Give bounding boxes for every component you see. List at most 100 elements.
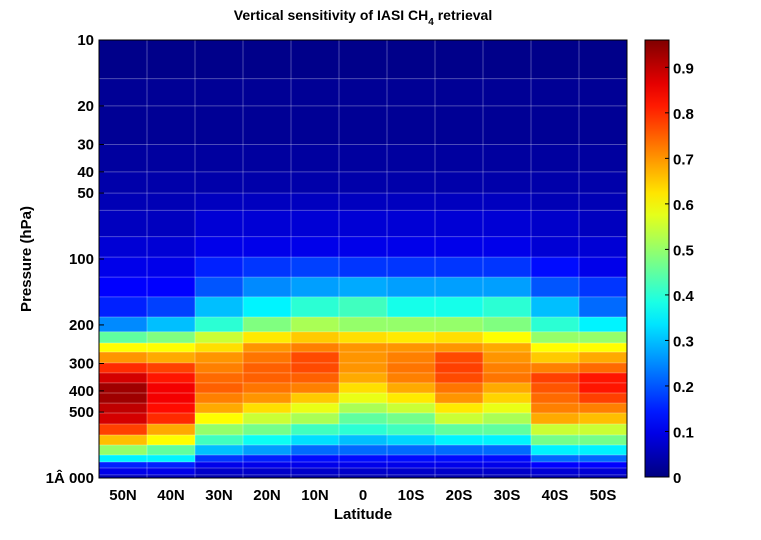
heatmap-cell xyxy=(435,352,484,364)
heatmap-cell xyxy=(531,343,580,353)
heatmap-cell xyxy=(147,236,196,258)
heatmap-cell xyxy=(579,316,628,333)
heatmap-cell xyxy=(243,474,292,479)
heatmap-cell xyxy=(195,193,244,211)
heatmap-cell xyxy=(579,105,628,145)
heatmap-cell xyxy=(243,362,292,374)
heatmap-cell xyxy=(291,193,340,211)
heatmap-cell xyxy=(387,236,436,258)
heatmap-cell xyxy=(339,277,388,298)
heatmap-cell xyxy=(339,403,388,414)
heatmap-cell xyxy=(387,277,436,298)
x-tick-labels: 50N 40N 30N 20N 10N 0 10S 20S 30S 40S 50S xyxy=(109,487,616,504)
heatmap-cell xyxy=(339,352,388,364)
heatmap-cell xyxy=(291,434,340,446)
heatmap-cell xyxy=(195,454,244,463)
heatmap-cell xyxy=(435,296,484,318)
heatmap-cell xyxy=(483,40,532,80)
heatmap-cell xyxy=(531,445,580,456)
heatmap-cell xyxy=(387,331,436,344)
heatmap-cell xyxy=(339,424,388,436)
heatmap-cell xyxy=(195,144,244,173)
heatmap-cell xyxy=(99,171,148,194)
y-tick-label: 100 xyxy=(69,251,94,268)
heatmap-cell xyxy=(531,277,580,298)
heatmap-cell xyxy=(579,236,628,258)
heatmap-cell xyxy=(147,144,196,173)
heatmap-cell xyxy=(531,424,580,436)
heatmap-cell xyxy=(483,210,532,238)
heatmap-cell xyxy=(531,403,580,414)
heatmap-cell xyxy=(435,257,484,278)
y-tick-label: 20 xyxy=(77,98,94,115)
heatmap-cell xyxy=(195,257,244,278)
heatmap-cell xyxy=(339,434,388,446)
heatmap-cell xyxy=(531,467,580,476)
heatmap-cell xyxy=(99,461,148,469)
heatmap-cell xyxy=(195,277,244,298)
heatmap-cell xyxy=(291,105,340,145)
heatmap-cell xyxy=(147,171,196,194)
heatmap-cell xyxy=(531,171,580,194)
heatmap-cell xyxy=(483,454,532,463)
heatmap-cell xyxy=(387,257,436,278)
heatmap-cell xyxy=(435,382,484,394)
heatmap-cell xyxy=(243,461,292,469)
colorbar-tick-label: 0 xyxy=(673,470,681,487)
heatmap-cell xyxy=(195,461,244,469)
heatmap-cell xyxy=(195,343,244,353)
heatmap-cell xyxy=(531,352,580,364)
heatmap-cell xyxy=(435,392,484,404)
heatmap-cell xyxy=(99,474,148,479)
heatmap-cell xyxy=(243,78,292,107)
heatmap-cell xyxy=(291,257,340,278)
x-tick-label: 10N xyxy=(301,487,329,504)
heatmap-cell xyxy=(483,236,532,258)
heatmap-cell xyxy=(435,343,484,353)
heatmap-cell xyxy=(195,474,244,479)
heatmap-cell xyxy=(435,467,484,476)
heatmap-cell xyxy=(243,392,292,404)
x-tick-label: 10S xyxy=(398,487,425,504)
heatmap-cell xyxy=(387,316,436,333)
y-tick-label: 500 xyxy=(69,404,94,421)
heatmap-cell xyxy=(483,352,532,364)
heatmap-cell xyxy=(147,257,196,278)
colorbar-tick-label: 0.5 xyxy=(673,242,694,259)
heatmap-cell xyxy=(147,277,196,298)
heatmap-cell xyxy=(339,144,388,173)
heatmap-cell xyxy=(483,343,532,353)
heatmap-cell xyxy=(243,40,292,80)
heatmap-cell xyxy=(387,40,436,80)
heatmap-cell xyxy=(147,40,196,80)
y-tick-label: 40 xyxy=(77,164,94,181)
heatmap-cell xyxy=(387,144,436,173)
heatmap-cell xyxy=(195,105,244,145)
heatmap-cell xyxy=(195,362,244,374)
heatmap-cell xyxy=(99,424,148,436)
heatmap-cell xyxy=(195,413,244,425)
colorbar-tick-label: 0.7 xyxy=(673,151,694,168)
heatmap-cell xyxy=(579,296,628,318)
heatmap-cell xyxy=(195,372,244,384)
heatmap-cell xyxy=(147,78,196,107)
heatmap-cell xyxy=(579,474,628,479)
heatmap-cell xyxy=(99,413,148,425)
heatmap-cell xyxy=(531,193,580,211)
y-tick-label: 10 xyxy=(77,32,94,49)
heatmap-cell xyxy=(147,413,196,425)
heatmap-cell xyxy=(483,445,532,456)
heatmap-cell xyxy=(339,413,388,425)
heatmap-cell xyxy=(339,171,388,194)
heatmap-cell xyxy=(387,296,436,318)
heatmap-cell xyxy=(147,403,196,414)
heatmap-cell xyxy=(243,105,292,145)
heatmap-cell xyxy=(435,171,484,194)
heatmap-cell xyxy=(339,236,388,258)
heatmap-cell xyxy=(99,434,148,446)
heatmap-cell xyxy=(99,105,148,145)
heatmap-cell xyxy=(387,372,436,384)
heatmap-cell xyxy=(531,461,580,469)
heatmap-cell xyxy=(99,352,148,364)
heatmap-cell xyxy=(291,424,340,436)
